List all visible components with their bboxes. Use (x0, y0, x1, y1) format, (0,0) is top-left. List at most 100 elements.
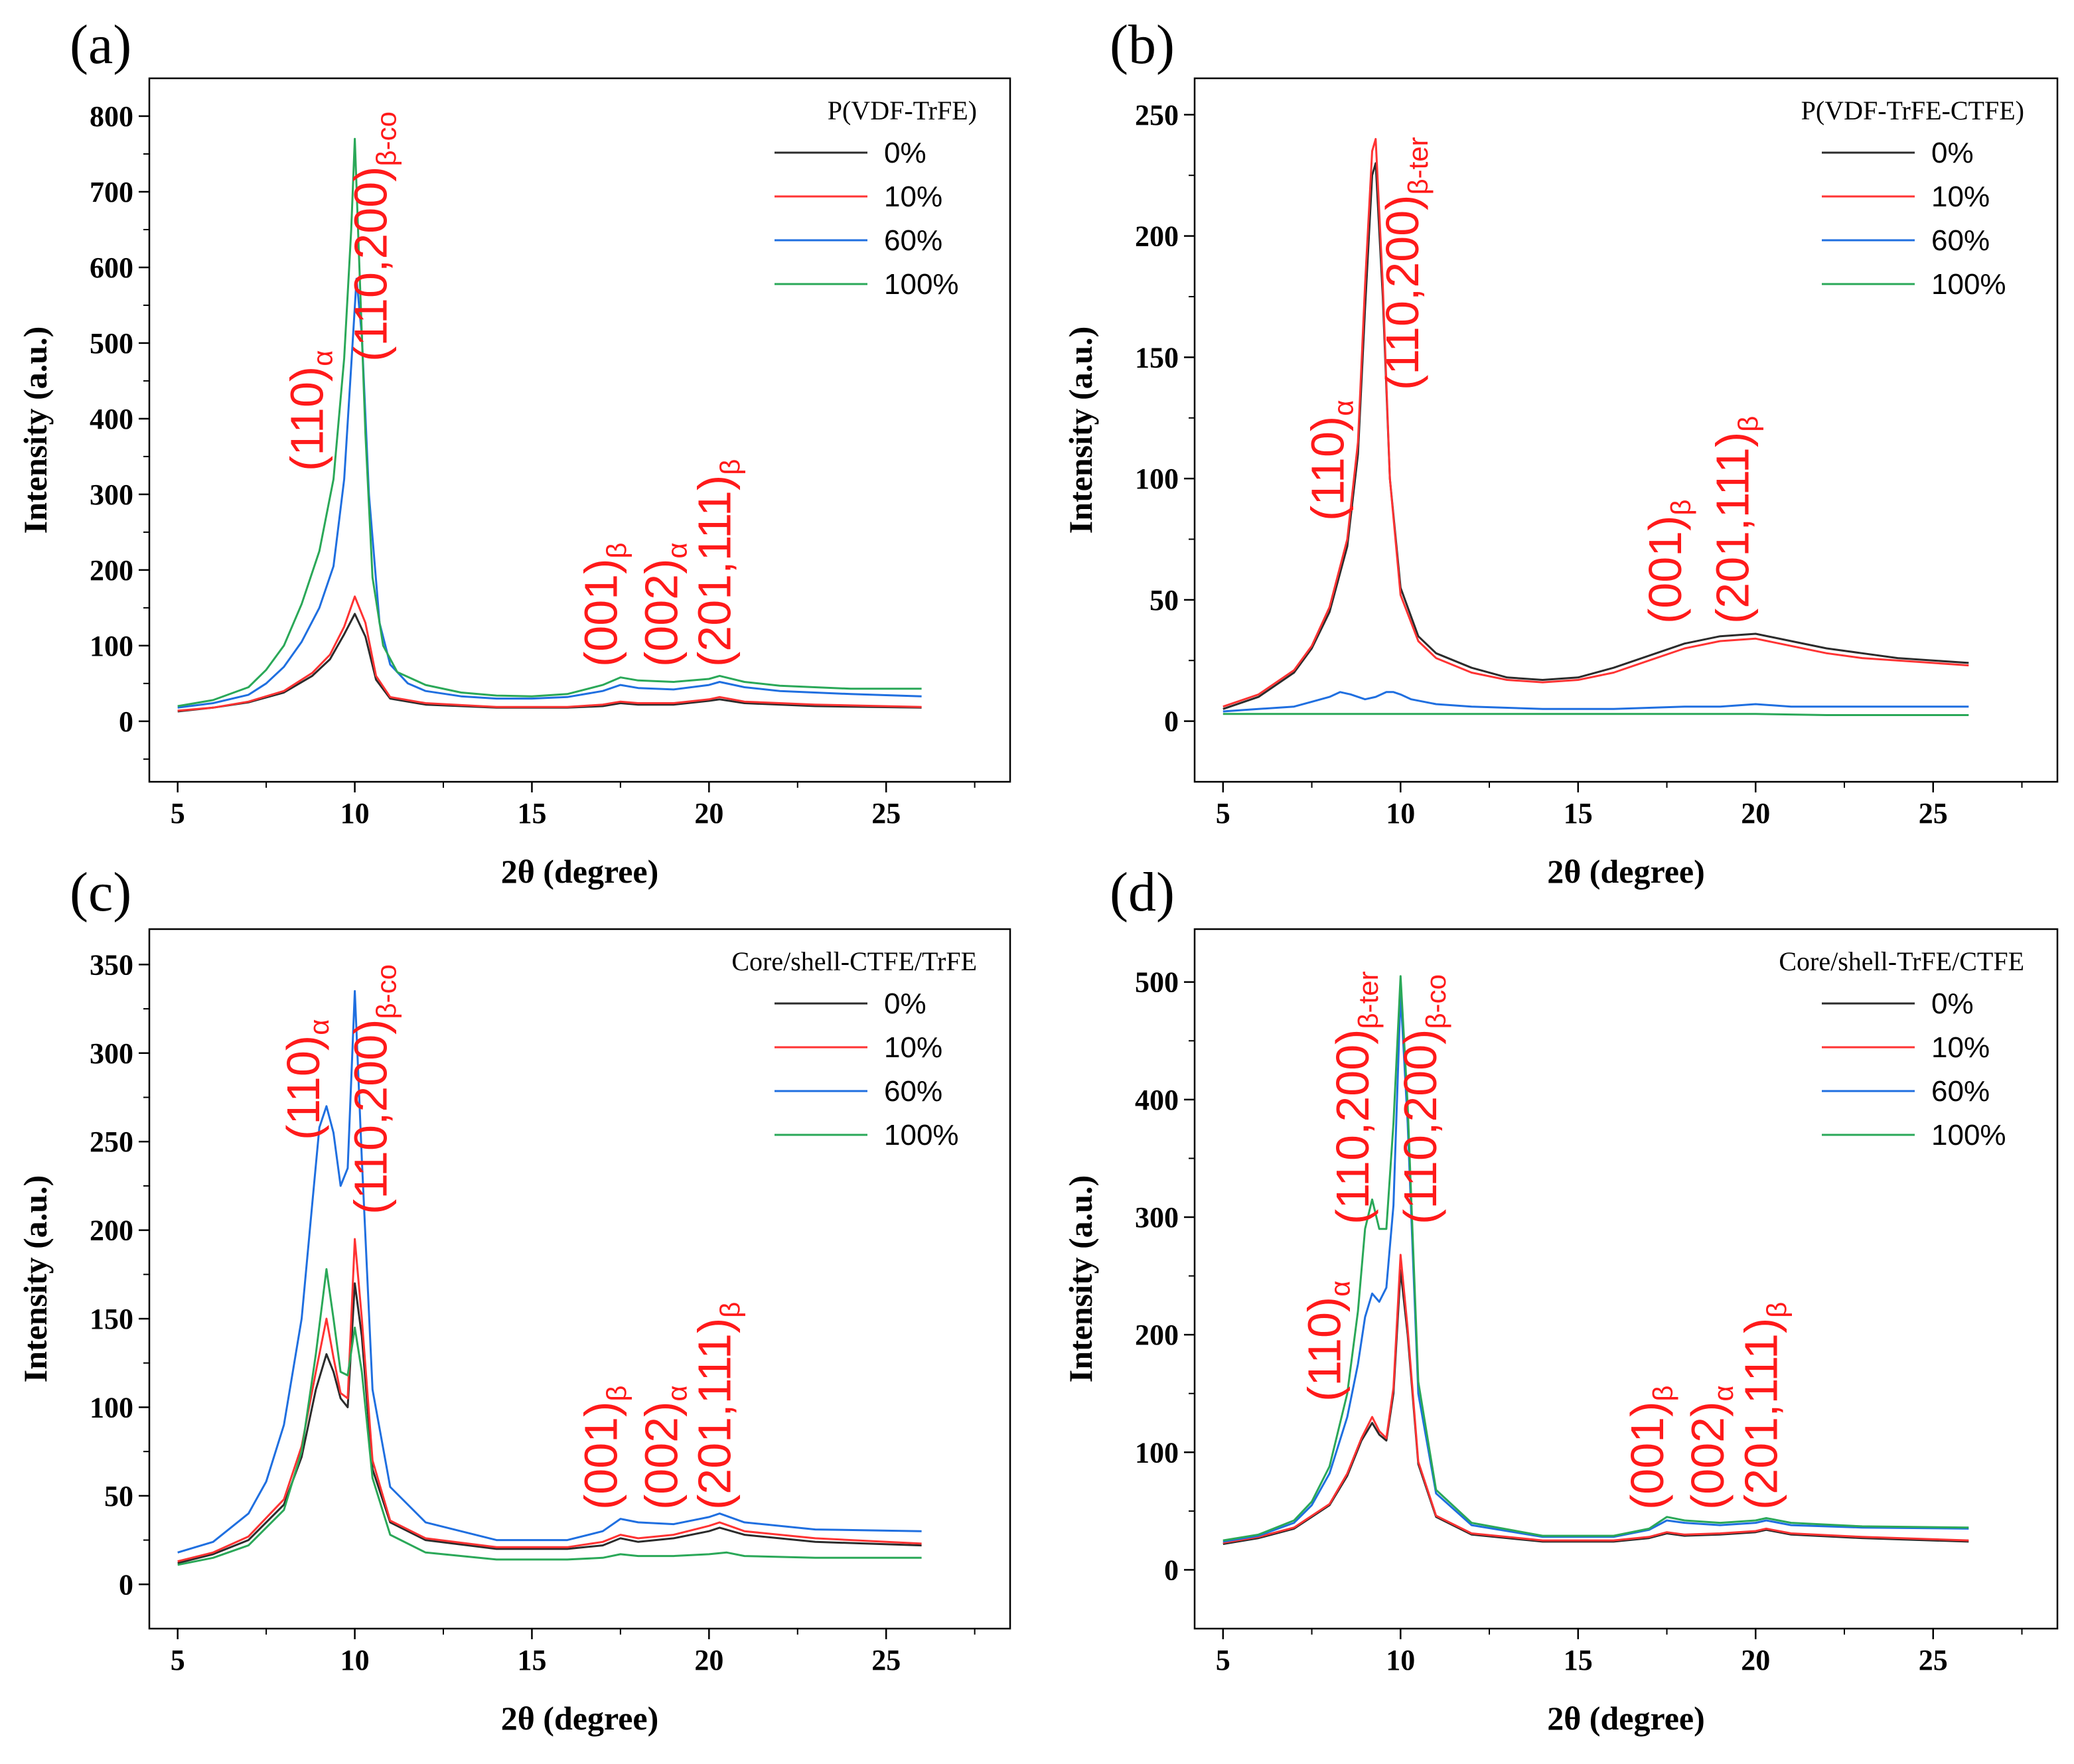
peak-annotation: (110)α (281, 350, 338, 472)
peak-annotation: (110,200)β-co (345, 964, 402, 1214)
legend-label: 60% (884, 224, 942, 257)
legend-label: 10% (884, 181, 942, 213)
peak-annotation-subscript: β (714, 1302, 745, 1318)
peak-annotation-text: (002) (1682, 1402, 1734, 1510)
peak-annotation-subscript: β (601, 1385, 632, 1401)
series-line-100pct (1222, 713, 1969, 716)
x-tick-label: 10 (1386, 797, 1415, 830)
series-line-0pct (1222, 162, 1969, 710)
peak-annotation-text: (201,111) (688, 475, 740, 667)
y-tick-label: 200 (1135, 220, 1179, 253)
peak-annotation-subscript: β (1733, 416, 1764, 432)
series-line-10pct (1222, 137, 1969, 708)
peak-annotation: (001)β (1639, 499, 1696, 624)
y-tick-label: 150 (90, 1303, 133, 1335)
y-tick-label: 500 (1135, 966, 1179, 999)
peak-annotation: (001)β (575, 1385, 632, 1510)
peak-annotation: (110,200)β-ter (1376, 137, 1434, 390)
peak-annotation-text: (110) (281, 366, 333, 471)
y-tick-label: 250 (1135, 99, 1179, 131)
x-tick-label: 20 (1741, 1644, 1770, 1676)
series-line-100pct (1222, 975, 1969, 1542)
peak-annotation-subscript: β-co (371, 964, 402, 1019)
y-tick-label: 100 (1135, 463, 1179, 495)
y-tick-label: 100 (90, 1391, 133, 1424)
peak-annotation-subscript: α (661, 1385, 692, 1401)
y-axis-label: Intensity (a.u.) (17, 1175, 54, 1383)
series-line-60pct (177, 990, 922, 1554)
legend-label: 100% (1931, 1119, 2006, 1151)
panel-label: (c) (70, 861, 131, 923)
y-tick-label: 50 (1149, 584, 1179, 617)
peak-annotation-text: (110) (277, 1035, 329, 1140)
peak-annotation-subscript: α (661, 542, 692, 558)
y-tick-label: 600 (90, 252, 133, 284)
peak-annotation-text: (110,200) (1376, 195, 1428, 390)
peak-annotation-text: (201,111) (1707, 432, 1759, 624)
x-axis-label: 2θ (degree) (501, 853, 659, 890)
legend-label: 100% (884, 1119, 959, 1151)
peak-annotation: (201,111)β (688, 459, 745, 667)
x-axis-label: 2θ (degree) (1547, 1700, 1705, 1737)
legend-title: Core/shell-CTFE/TrFE (731, 946, 977, 976)
x-tick-label: 5 (1216, 797, 1230, 830)
peak-annotation-text: (110,200) (1394, 1029, 1446, 1224)
peak-annotation: (110)α (277, 1019, 334, 1141)
x-tick-label: 15 (517, 1644, 546, 1676)
peak-annotation-subscript: α (303, 1019, 334, 1035)
peak-annotation: (001)β (575, 542, 632, 667)
x-tick-label: 10 (340, 797, 370, 830)
y-tick-label: 0 (1164, 1554, 1179, 1586)
legend-title: P(VDF-TrFE) (828, 96, 977, 125)
x-tick-label: 10 (1386, 1644, 1415, 1676)
peak-annotation-subscript: β (1665, 499, 1696, 515)
legend-label: 60% (884, 1075, 942, 1108)
legend-label: 0% (1931, 988, 1974, 1020)
plot-frame (148, 928, 1011, 1630)
peak-annotation-text: (201,111) (688, 1318, 740, 1510)
y-tick-label: 0 (1164, 705, 1179, 738)
x-tick-label: 5 (171, 797, 185, 830)
peak-annotation: (002)α (1682, 1385, 1739, 1510)
legend-label: 0% (884, 988, 926, 1020)
x-tick-label: 15 (1564, 797, 1593, 830)
peak-annotation-text: (110) (1302, 416, 1354, 521)
y-axis-label: Intensity (a.u.) (1062, 1175, 1099, 1383)
series-line-10pct (177, 595, 922, 712)
y-tick-label: 300 (90, 1037, 133, 1070)
peak-annotation-text: (201,111) (1735, 1318, 1787, 1510)
peak-annotation: (201,111)β (1707, 416, 1764, 624)
x-tick-label: 10 (340, 1644, 370, 1676)
peak-annotation-text: (002) (635, 559, 687, 667)
panel-1: (a) 5 10 15 20 25 0 100 200 300 400 500 600 700 800 2θ … (17, 14, 1011, 890)
peak-annotation-text: (110,200) (345, 167, 397, 362)
peak-annotation-text: (110,200) (345, 1019, 397, 1214)
x-tick-label: 20 (1741, 797, 1770, 830)
x-axis-label: 2θ (degree) (501, 1700, 659, 1737)
peak-annotation-subscript: β (1761, 1302, 1792, 1318)
panel-label: (b) (1110, 14, 1175, 76)
peak-annotation-text: (002) (635, 1402, 687, 1510)
peak-annotation-text: (110) (1298, 1297, 1350, 1402)
y-tick-label: 200 (90, 1214, 133, 1247)
panel-label: (d) (1110, 861, 1175, 923)
peak-annotation-subscript: α (1708, 1385, 1739, 1401)
series-line-60pct (177, 277, 922, 709)
peak-annotation: (110,200)β-co (1394, 974, 1451, 1224)
legend-label: 10% (1931, 1031, 1990, 1064)
series-line-10pct (1222, 1254, 1969, 1544)
peak-annotation: (110)α (1302, 400, 1359, 522)
y-tick-label: 300 (90, 478, 133, 511)
y-tick-label: 0 (119, 705, 133, 738)
peak-annotation-subscript: α (307, 350, 338, 366)
x-axis-label: 2θ (degree) (1547, 853, 1705, 890)
y-tick-label: 250 (90, 1126, 133, 1158)
peak-annotation-subscript: β-co (1420, 974, 1451, 1029)
x-tick-label: 25 (871, 797, 901, 830)
y-tick-label: 350 (90, 948, 133, 981)
peak-annotation-subscript: β-ter (1402, 137, 1434, 194)
y-tick-label: 300 (1135, 1201, 1179, 1234)
peak-annotation: (002)α (635, 1385, 692, 1510)
